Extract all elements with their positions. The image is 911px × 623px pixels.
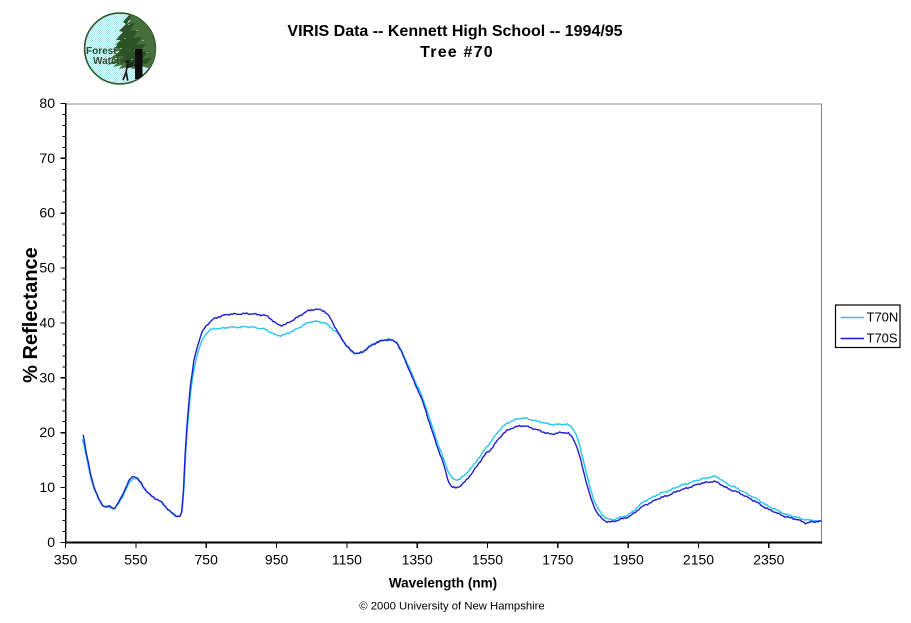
svg-text:20: 20 <box>39 424 55 440</box>
svg-text:1750: 1750 <box>542 552 573 568</box>
svg-text:T70S: T70S <box>867 331 898 346</box>
svg-text:50: 50 <box>39 260 55 276</box>
svg-text:1350: 1350 <box>402 552 433 568</box>
svg-text:2350: 2350 <box>753 552 784 568</box>
svg-text:70: 70 <box>39 150 55 166</box>
svg-text:2150: 2150 <box>683 552 714 568</box>
svg-text:60: 60 <box>39 205 55 221</box>
svg-text:T70N: T70N <box>867 310 899 325</box>
svg-text:10: 10 <box>39 479 55 495</box>
svg-text:1550: 1550 <box>472 552 503 568</box>
svg-text:550: 550 <box>124 552 148 568</box>
svg-text:Forest: Forest <box>86 46 117 57</box>
svg-text:750: 750 <box>195 552 219 568</box>
svg-text:1950: 1950 <box>613 552 644 568</box>
svg-text:Watch: Watch <box>93 56 123 67</box>
svg-text:350: 350 <box>54 552 78 568</box>
svg-text:80: 80 <box>39 95 55 111</box>
svg-text:30: 30 <box>39 369 55 385</box>
svg-text:VIRIS Data -- Kennett High Sch: VIRIS Data -- Kennett High School -- 199… <box>287 23 622 40</box>
svg-text:© 2000 University of New Hamps: © 2000 University of New Hampshire <box>359 601 544 613</box>
svg-text:1150: 1150 <box>332 552 362 568</box>
svg-text:Tree #70: Tree #70 <box>420 44 494 61</box>
svg-text:0: 0 <box>47 534 55 550</box>
svg-text:40: 40 <box>39 315 55 331</box>
svg-text:950: 950 <box>265 552 289 568</box>
svg-text:Wavelength (nm): Wavelength (nm) <box>389 576 497 591</box>
svg-text:% Reflectance: % Reflectance <box>20 247 42 383</box>
